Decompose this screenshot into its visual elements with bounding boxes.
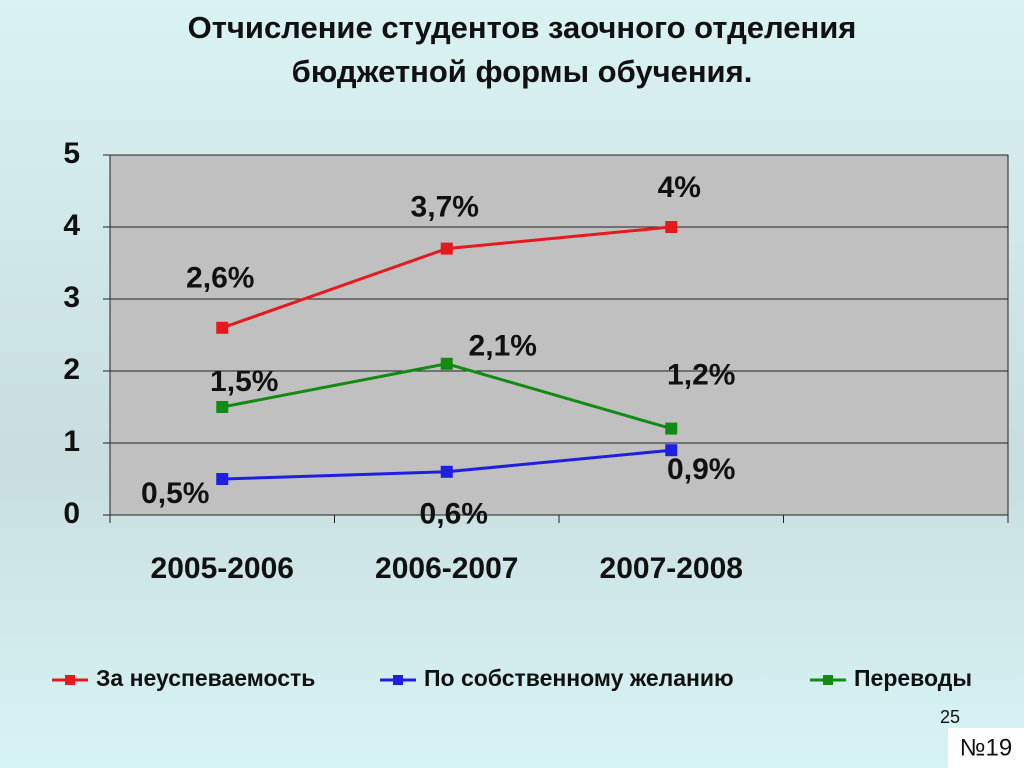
y-tick-label: 3 bbox=[63, 281, 80, 314]
marker bbox=[216, 321, 229, 334]
plot-area bbox=[109, 154, 1009, 516]
data-label: 0,9% bbox=[667, 453, 735, 486]
chart-title: бюджетной формы обучения. bbox=[292, 54, 753, 89]
y-tick-label: 4 bbox=[63, 209, 80, 242]
legend-label: Переводы bbox=[854, 665, 972, 691]
marker bbox=[216, 473, 229, 485]
data-label: 4% bbox=[658, 171, 701, 204]
data-label: 1,5% bbox=[210, 365, 278, 398]
marker bbox=[216, 401, 229, 413]
slide-label-box bbox=[948, 728, 1024, 768]
page-number: 25 bbox=[940, 707, 960, 727]
data-label: 2,6% bbox=[186, 262, 254, 295]
marker bbox=[665, 422, 678, 435]
marker bbox=[665, 221, 678, 233]
legend-marker bbox=[65, 675, 75, 685]
slide-label: №19 bbox=[960, 734, 1012, 761]
x-tick-label: 2006-2007 bbox=[375, 552, 518, 585]
legend-marker bbox=[823, 675, 833, 685]
y-tick-label: 0 bbox=[63, 497, 80, 530]
chart-title: Отчисление студентов заочного отделения bbox=[188, 10, 857, 45]
legend-marker bbox=[393, 675, 403, 685]
marker bbox=[440, 465, 453, 478]
data-label: 3,7% bbox=[411, 191, 479, 224]
marker bbox=[440, 242, 453, 255]
x-tick-label: 2005-2006 bbox=[151, 552, 294, 585]
data-label: 0,6% bbox=[420, 498, 488, 531]
y-tick-label: 1 bbox=[63, 425, 80, 458]
marker bbox=[440, 357, 453, 370]
data-label: 2,1% bbox=[469, 330, 537, 363]
marker bbox=[665, 444, 678, 457]
y-tick-label: 5 bbox=[63, 137, 80, 170]
y-tick-label: 2 bbox=[63, 353, 80, 386]
x-tick-label: 2007-2008 bbox=[600, 552, 743, 585]
legend-label: За неуспеваемость bbox=[96, 665, 315, 691]
legend-label: По собственному желанию bbox=[424, 665, 734, 691]
data-label: 0,5% bbox=[141, 477, 209, 510]
data-label: 1,2% bbox=[667, 359, 735, 392]
